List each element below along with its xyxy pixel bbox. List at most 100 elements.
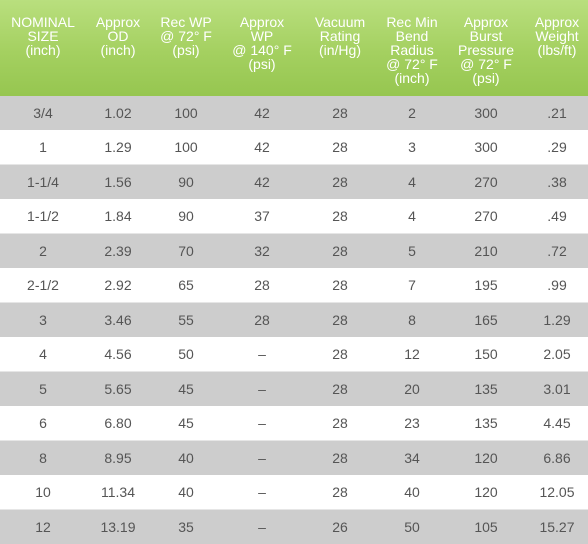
cell-min-bend-radius: 20 xyxy=(378,372,446,407)
cell-vacuum-rating: 28 xyxy=(302,234,378,269)
cell-approx-wp-140: 32 xyxy=(222,234,302,269)
cell-nominal-size: 10 xyxy=(0,475,86,510)
cell-approx-od: 4.56 xyxy=(86,337,150,372)
cell-approx-od: 5.65 xyxy=(86,372,150,407)
cell-rec-wp-72: 40 xyxy=(150,475,222,510)
cell-approx-weight: 3.01 xyxy=(526,372,588,407)
cell-burst-pressure: 270 xyxy=(446,199,526,234)
header-nominal-size: NOMINAL SIZE (inch) xyxy=(0,0,86,96)
cell-min-bend-radius: 12 xyxy=(378,337,446,372)
cell-approx-wp-140: – xyxy=(222,337,302,372)
cell-vacuum-rating: 28 xyxy=(302,441,378,476)
cell-burst-pressure: 135 xyxy=(446,372,526,407)
cell-approx-weight: 12.05 xyxy=(526,475,588,510)
cell-nominal-size: 3/4 xyxy=(0,96,86,130)
cell-approx-od: 13.19 xyxy=(86,510,150,544)
cell-vacuum-rating: 28 xyxy=(302,475,378,510)
cell-min-bend-radius: 34 xyxy=(378,441,446,476)
cell-vacuum-rating: 28 xyxy=(302,303,378,338)
cell-approx-wp-140: 42 xyxy=(222,165,302,200)
cell-burst-pressure: 210 xyxy=(446,234,526,269)
cell-approx-od: 6.80 xyxy=(86,406,150,441)
cell-min-bend-radius: 23 xyxy=(378,406,446,441)
cell-min-bend-radius: 7 xyxy=(378,268,446,303)
cell-nominal-size: 8 xyxy=(0,441,86,476)
cell-rec-wp-72: 90 xyxy=(150,199,222,234)
cell-min-bend-radius: 4 xyxy=(378,199,446,234)
cell-approx-weight: .29 xyxy=(526,130,588,165)
cell-vacuum-rating: 28 xyxy=(302,165,378,200)
header-rec-wp-72: Rec WP @ 72° F (psi) xyxy=(150,0,222,96)
cell-approx-weight: .21 xyxy=(526,96,588,130)
cell-rec-wp-72: 70 xyxy=(150,234,222,269)
cell-burst-pressure: 135 xyxy=(446,406,526,441)
cell-approx-od: 3.46 xyxy=(86,303,150,338)
cell-nominal-size: 1-1/2 xyxy=(0,199,86,234)
cell-nominal-size: 12 xyxy=(0,510,86,544)
cell-rec-wp-72: 45 xyxy=(150,406,222,441)
cell-approx-wp-140: 42 xyxy=(222,96,302,130)
cell-approx-wp-140: – xyxy=(222,406,302,441)
cell-rec-wp-72: 65 xyxy=(150,268,222,303)
cell-approx-wp-140: – xyxy=(222,475,302,510)
cell-approx-wp-140: 28 xyxy=(222,268,302,303)
cell-nominal-size: 1-1/4 xyxy=(0,165,86,200)
cell-rec-wp-72: 45 xyxy=(150,372,222,407)
cell-approx-weight: 15.27 xyxy=(526,510,588,544)
cell-nominal-size: 3 xyxy=(0,303,86,338)
cell-min-bend-radius: 40 xyxy=(378,475,446,510)
cell-burst-pressure: 270 xyxy=(446,165,526,200)
cell-approx-wp-140: 37 xyxy=(222,199,302,234)
cell-nominal-size: 2-1/2 xyxy=(0,268,86,303)
header-min-bend-radius: Rec Min Bend Radius @ 72° F (inch) xyxy=(378,0,446,96)
cell-vacuum-rating: 28 xyxy=(302,406,378,441)
cell-rec-wp-72: 40 xyxy=(150,441,222,476)
cell-vacuum-rating: 26 xyxy=(302,510,378,544)
cell-min-bend-radius: 4 xyxy=(378,165,446,200)
cell-approx-od: 8.95 xyxy=(86,441,150,476)
cell-min-bend-radius: 5 xyxy=(378,234,446,269)
cell-approx-weight: .49 xyxy=(526,199,588,234)
cell-rec-wp-72: 50 xyxy=(150,337,222,372)
cell-nominal-size: 6 xyxy=(0,406,86,441)
cell-approx-od: 2.92 xyxy=(86,268,150,303)
cell-burst-pressure: 300 xyxy=(446,130,526,165)
cell-burst-pressure: 300 xyxy=(446,96,526,130)
header-row: NOMINAL SIZE (inch) Approx OD (inch) Rec… xyxy=(0,0,588,96)
cell-approx-wp-140: – xyxy=(222,510,302,544)
cell-approx-weight: 1.29 xyxy=(526,303,588,338)
cell-approx-wp-140: 42 xyxy=(222,130,302,165)
cell-rec-wp-72: 35 xyxy=(150,510,222,544)
cell-nominal-size: 2 xyxy=(0,234,86,269)
cell-burst-pressure: 150 xyxy=(446,337,526,372)
cell-approx-weight: .38 xyxy=(526,165,588,200)
header-approx-weight: Approx Weight (lbs/ft) xyxy=(526,0,588,96)
cell-approx-wp-140: – xyxy=(222,441,302,476)
cell-approx-od: 1.02 xyxy=(86,96,150,130)
cell-rec-wp-72: 100 xyxy=(150,96,222,130)
header-approx-wp-140: Approx WP @ 140° F (psi) xyxy=(222,0,302,96)
cell-approx-od: 1.29 xyxy=(86,130,150,165)
cell-min-bend-radius: 2 xyxy=(378,96,446,130)
cell-min-bend-radius: 8 xyxy=(378,303,446,338)
cell-burst-pressure: 195 xyxy=(446,268,526,303)
cell-approx-od: 1.84 xyxy=(86,199,150,234)
cell-min-bend-radius: 50 xyxy=(378,510,446,544)
cell-burst-pressure: 105 xyxy=(446,510,526,544)
cell-approx-wp-140: – xyxy=(222,372,302,407)
header-approx-od: Approx OD (inch) xyxy=(86,0,150,96)
cell-nominal-size: 5 xyxy=(0,372,86,407)
cell-vacuum-rating: 28 xyxy=(302,372,378,407)
cell-approx-weight: 6.86 xyxy=(526,441,588,476)
cell-rec-wp-72: 100 xyxy=(150,130,222,165)
